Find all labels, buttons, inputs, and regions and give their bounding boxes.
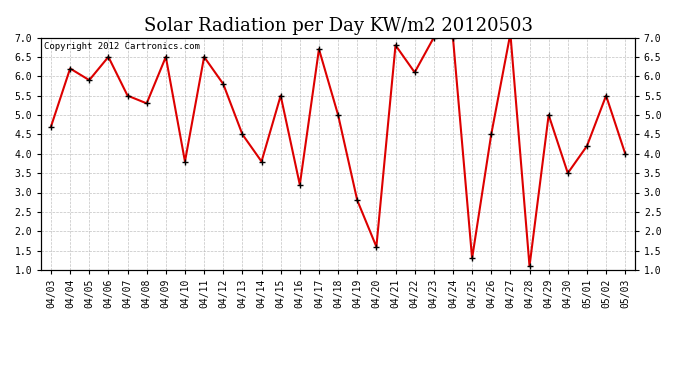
Text: Copyright 2012 Cartronics.com: Copyright 2012 Cartronics.com (44, 42, 200, 51)
Title: Solar Radiation per Day KW/m2 20120503: Solar Radiation per Day KW/m2 20120503 (144, 16, 533, 34)
